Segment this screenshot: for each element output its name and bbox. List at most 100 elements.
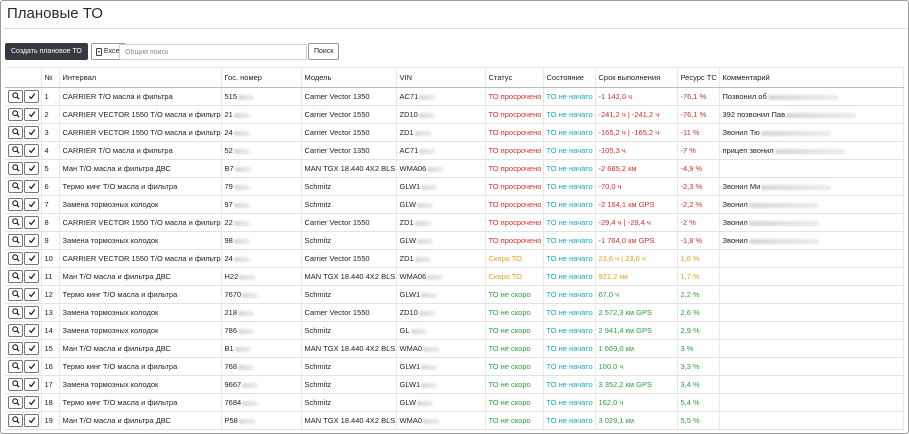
column-header[interactable]: Модель: [301, 67, 397, 88]
complete-button[interactable]: [24, 288, 39, 301]
column-header[interactable]: №: [41, 67, 60, 88]
table-row[interactable]: 8 CARRIER VECTOR 1550 Т/О масла и фильтра…: [5, 213, 904, 232]
table-row[interactable]: 11 Ман Т/О масла и фильтра ДВС Н22 MAN TGX …: [5, 267, 904, 286]
resource-cell: 3,3 %: [677, 357, 720, 376]
complete-button[interactable]: [24, 108, 39, 121]
plate-value: 98: [224, 236, 233, 245]
comment-cell: [719, 303, 904, 322]
column-header[interactable]: Состояние: [543, 67, 596, 88]
complete-button[interactable]: [24, 252, 39, 265]
table-row[interactable]: 5 Ман Т/О масла и фильтра ДВС В7 MAN TGX 18…: [5, 159, 904, 178]
search-input[interactable]: [119, 44, 307, 60]
table-row[interactable]: 2 CARRIER VECTOR 1550 Т/О масла и фильтра…: [5, 105, 904, 124]
toolbar: Создать плановое ТО Excel: [5, 43, 126, 60]
complete-button[interactable]: [24, 378, 39, 391]
complete-button[interactable]: [24, 306, 39, 319]
complete-button[interactable]: [24, 414, 39, 427]
redaction: [421, 292, 438, 298]
table-header-row: № Интервал Гос. номер Модель VIN Статус Состоя…: [5, 67, 904, 88]
view-button[interactable]: [8, 90, 23, 103]
column-header[interactable]: Гос. номер: [221, 67, 302, 88]
redaction: [767, 94, 838, 100]
vin-value: WMA06: [399, 272, 427, 281]
column-header[interactable]: [5, 67, 42, 88]
column-header[interactable]: Интервал: [59, 67, 222, 88]
search-button[interactable]: Поиск: [308, 43, 340, 60]
comment-value: Звонил: [722, 236, 748, 245]
complete-button[interactable]: [24, 360, 39, 373]
state-cell: ТО не начато: [543, 393, 596, 412]
table-row[interactable]: 17 Замена тормозных колодок 9667 Schmitz GLW…: [5, 375, 904, 394]
view-button[interactable]: [8, 270, 23, 283]
complete-button[interactable]: [24, 162, 39, 175]
column-header[interactable]: Комментарий: [719, 67, 904, 88]
view-button[interactable]: [8, 108, 23, 121]
view-button[interactable]: [8, 180, 23, 193]
create-maintenance-button[interactable]: Создать плановое ТО: [5, 43, 88, 60]
row-actions: [5, 267, 42, 286]
view-button[interactable]: [8, 198, 23, 211]
view-button[interactable]: [8, 144, 23, 157]
row-actions: [5, 375, 42, 394]
view-button[interactable]: [8, 252, 23, 265]
comment-cell: [719, 339, 904, 358]
complete-button[interactable]: [24, 144, 39, 157]
table-row[interactable]: 14 Замена тормозных колодок 786 Schmitz GL ТО…: [5, 321, 904, 340]
row-number: 1: [41, 87, 60, 106]
table-row[interactable]: 15 Ман Т/О масла и фильтра ДВС В1 MAN TGX 1…: [5, 339, 904, 358]
table-row[interactable]: 1 CARRIER Т/О масла и фильтра 515 Carrier V…: [5, 87, 904, 106]
view-button[interactable]: [8, 288, 23, 301]
table-row[interactable]: 10 CARRIER VECTOR 1550 Т/О масла и фильтр…: [5, 249, 904, 268]
status-cell: ТО просрочено: [485, 141, 544, 160]
column-header[interactable]: Статус: [485, 67, 544, 88]
check-icon: [28, 308, 36, 318]
view-button[interactable]: [8, 216, 23, 229]
table-row[interactable]: 7 Замена тормозных колодок 97 Schmitz GLW ТО …: [5, 195, 904, 214]
view-button[interactable]: [8, 162, 23, 175]
table-row[interactable]: 6 Термо кинг Т/О масла и фильтра 79 Schmitz…: [5, 177, 904, 196]
view-button[interactable]: [8, 234, 23, 247]
table-row[interactable]: 18 Термо кинг Т/О масла и фильтра 7684 Schm…: [5, 393, 904, 412]
status-cell: Скоро ТО: [485, 249, 544, 268]
interval-cell: Замена тормозных колодок: [59, 231, 222, 250]
complete-button[interactable]: [24, 342, 39, 355]
due-cell: -2 685,2 км: [595, 159, 678, 178]
table-row[interactable]: 9 Замена тормозных колодок 98 Schmitz GLW ТО …: [5, 231, 904, 250]
view-button[interactable]: [8, 306, 23, 319]
table-row[interactable]: 13 Замена тормозных колодок 218 Carrier Vec…: [5, 303, 904, 322]
view-button[interactable]: [8, 414, 23, 427]
view-button[interactable]: [8, 378, 23, 391]
redaction: [233, 256, 250, 262]
plate-value: 515: [224, 92, 238, 101]
complete-button[interactable]: [24, 270, 39, 283]
complete-button[interactable]: [24, 396, 39, 409]
vin-value: GLW1: [399, 380, 421, 389]
table-row[interactable]: 4 CARRIER Т/О масла и фильтра 52 Carrier Ve…: [5, 141, 904, 160]
view-button[interactable]: [8, 126, 23, 139]
table-row[interactable]: 12 Термо кинг Т/О масла и фильтра 7670 Schm…: [5, 285, 904, 304]
view-button[interactable]: [8, 324, 23, 337]
column-header[interactable]: Срок выполнения: [595, 67, 678, 88]
table-row[interactable]: 19 Ман Т/О масла и фильтра ДВС Р58 MAN TGX …: [5, 411, 904, 430]
column-header[interactable]: Ресурс ТС: [677, 67, 720, 88]
table-row[interactable]: 16 Термо кинг Т/О масла и фильтра 768 Schmi…: [5, 357, 904, 376]
interval-cell: CARRIER VECTOR 1550 Т/О масла и фильтра: [59, 123, 222, 142]
complete-button[interactable]: [24, 324, 39, 337]
complete-button[interactable]: [24, 216, 39, 229]
model-cell: Schmitz: [301, 285, 397, 304]
table-row[interactable]: 3 CARRIER VECTOR 1550 Т/О масла и фильтра…: [5, 123, 904, 142]
search-icon: [11, 307, 20, 318]
view-button[interactable]: [8, 360, 23, 373]
view-button[interactable]: [8, 342, 23, 355]
due-cell: -105,3 ч: [595, 141, 678, 160]
complete-button[interactable]: [24, 90, 39, 103]
complete-button[interactable]: [24, 126, 39, 139]
complete-button[interactable]: [24, 198, 39, 211]
vin-value: WMA06: [399, 164, 427, 173]
view-button[interactable]: [8, 396, 23, 409]
complete-button[interactable]: [24, 234, 39, 247]
column-header[interactable]: VIN: [396, 67, 486, 88]
complete-button[interactable]: [24, 180, 39, 193]
due-cell: 1 669,0 км: [595, 339, 678, 358]
resource-cell: -11 %: [677, 123, 720, 142]
